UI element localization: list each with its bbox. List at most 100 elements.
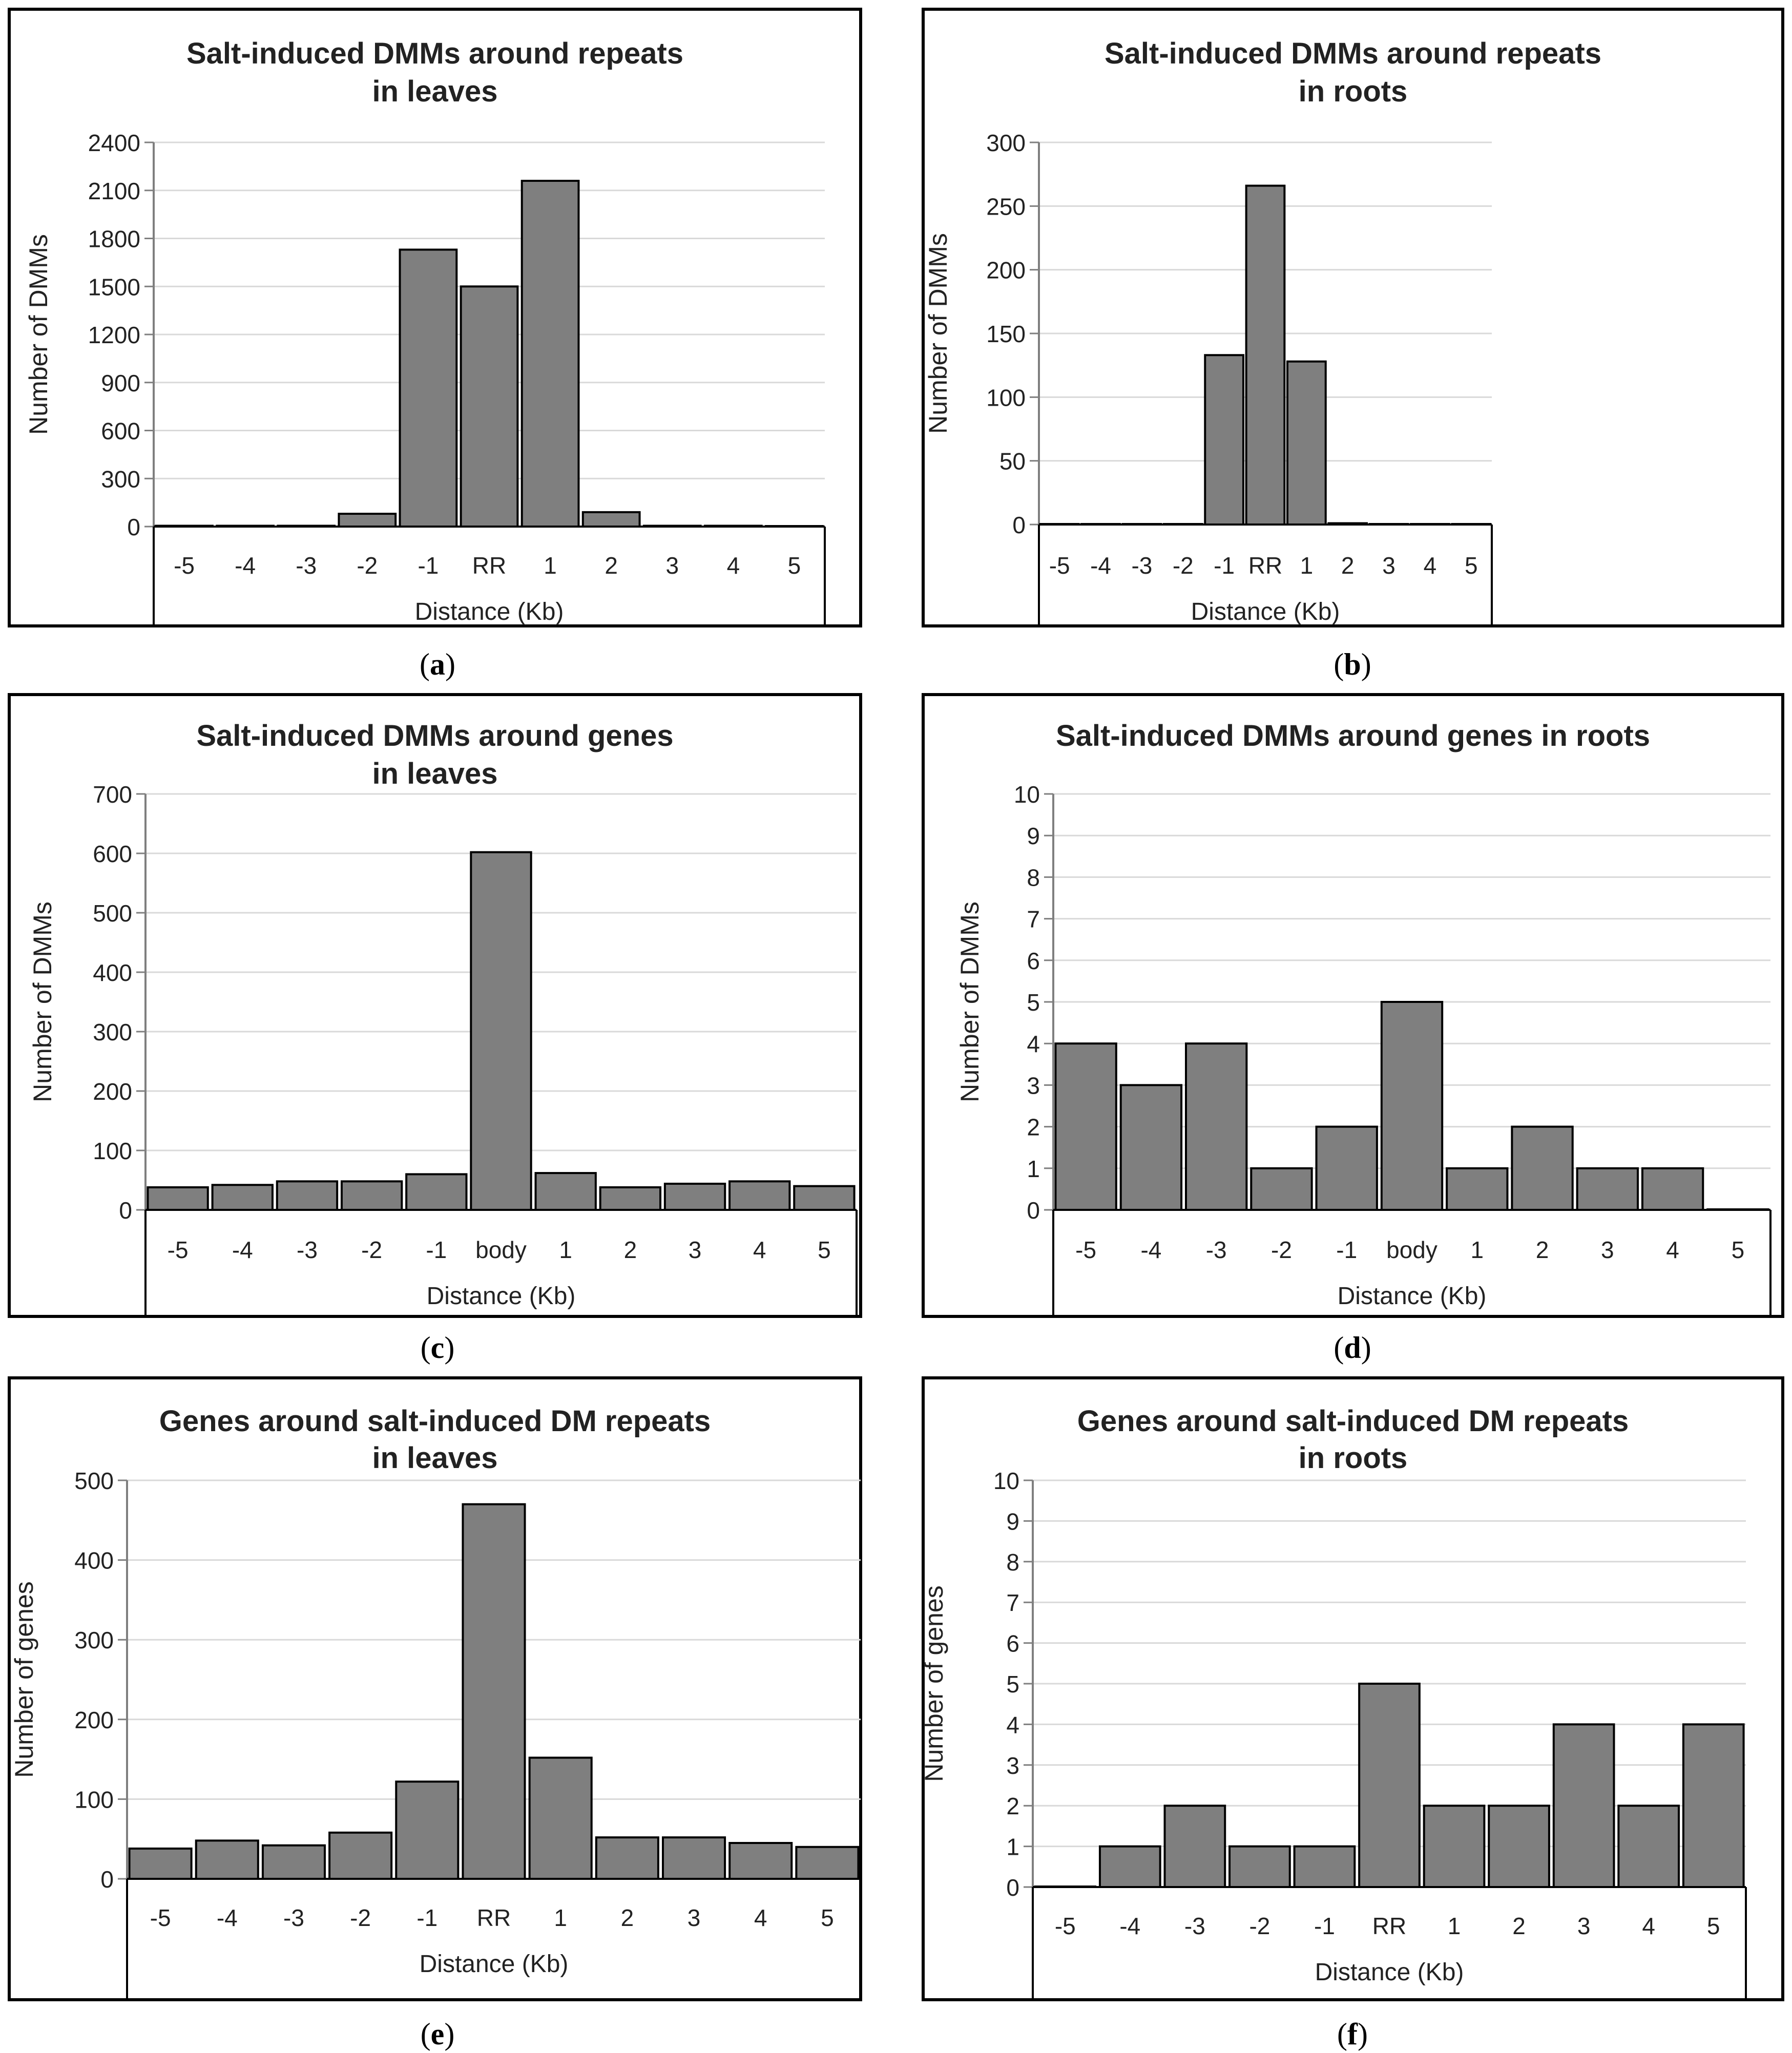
y-tick-label: 2 [1027, 1114, 1040, 1141]
x-tick-label: 2 [1341, 552, 1355, 579]
y-tick-label: 10 [1014, 781, 1040, 808]
y-tick-label: 6 [1006, 1630, 1019, 1657]
x-tick-label: -2 [1271, 1237, 1292, 1263]
x-tick-label: 4 [1424, 552, 1437, 579]
y-tick-label: 250 [986, 193, 1026, 220]
bar-5 [793, 1185, 856, 1211]
y-tick-label: 1 [1006, 1834, 1019, 1860]
x-axis-label: Distance (Kb) [420, 1951, 569, 1978]
x-tick-label: -2 [1173, 552, 1194, 579]
y-axis-label: Number of DMMs [28, 902, 57, 1102]
x-tick-label: -5 [174, 552, 195, 579]
x-tick-label: 1 [559, 1237, 572, 1263]
panel-label-b: (b) [1333, 647, 1371, 681]
y-tick-label: 150 [986, 321, 1026, 347]
x-tick-label: 2 [621, 1904, 634, 1931]
x-tick-label: 2 [1512, 1913, 1526, 1939]
y-tick-label: 0 [1012, 512, 1026, 538]
bar-RR [1245, 184, 1286, 526]
y-tick-label: 300 [101, 466, 140, 492]
y-tick-label: 400 [74, 1547, 114, 1574]
x-tick-label: -4 [232, 1237, 253, 1263]
x-tick-label: 5 [821, 1904, 834, 1931]
bar-2 [581, 511, 641, 528]
chart-title: Genes around salt-induced DM repeats [159, 1405, 711, 1438]
bar--1 [399, 248, 458, 528]
y-tick-label: 9 [1027, 823, 1040, 849]
y-tick-label: 900 [101, 370, 140, 396]
y-tick-label: 8 [1006, 1549, 1019, 1576]
x-tick-label: -3 [1131, 552, 1152, 579]
x-tick-label: 4 [754, 1904, 767, 1931]
bar-3 [662, 1836, 726, 1880]
x-tick-label: RR [477, 1904, 511, 1931]
x-tick-label: 3 [665, 552, 679, 579]
panel-label-d: (d) [1333, 1331, 1371, 1365]
bar-body [1380, 1001, 1444, 1211]
y-tick-label: 3 [1027, 1072, 1040, 1099]
bar--1 [1315, 1125, 1378, 1211]
y-tick-label: 100 [986, 384, 1026, 411]
x-tick-label: -1 [1336, 1237, 1357, 1263]
bar--1 [395, 1780, 460, 1880]
y-tick-label: 0 [119, 1197, 132, 1224]
y-axis-label: Number of DMMs [955, 902, 984, 1102]
y-tick-label: 50 [999, 448, 1026, 475]
y-tick-label: 500 [74, 1468, 114, 1494]
bar-3 [663, 1182, 726, 1211]
x-tick-label: 3 [687, 1904, 701, 1931]
y-tick-label: 9 [1006, 1508, 1019, 1535]
x-tick-label: 3 [1601, 1237, 1614, 1263]
chart-a: Salt-induced DMMs around repeats in leave… [8, 8, 862, 627]
x-tick-label: body [475, 1237, 527, 1263]
x-tick-label: 1 [544, 552, 557, 579]
x-tick-label: -5 [150, 1904, 171, 1931]
x-tick-label: 2 [1536, 1237, 1549, 1263]
chart-title: in roots [1299, 1441, 1408, 1475]
y-tick-label: 10 [993, 1468, 1019, 1494]
x-axis-label: Distance (Kb) [427, 1283, 576, 1310]
x-tick-label: 1 [1470, 1237, 1484, 1263]
y-tick-label: 4 [1027, 1031, 1040, 1057]
y-tick-label: 7 [1006, 1589, 1019, 1616]
y-tick-label: 0 [1027, 1197, 1040, 1224]
chart-title: Salt-induced DMMs around genes in roots [1056, 719, 1650, 752]
panel-label-e: (e) [420, 2017, 455, 2051]
x-tick-label: 3 [1577, 1913, 1591, 1939]
bar-1 [1423, 1805, 1486, 1888]
y-tick-label: 700 [93, 781, 132, 808]
bar-1 [520, 180, 580, 528]
chart-d: Salt-induced DMMs around genes in roots 0… [922, 693, 1784, 1318]
y-tick-label: 5 [1027, 989, 1040, 1016]
y-tick-label: 2100 [88, 178, 140, 204]
bar-RR [460, 285, 519, 528]
x-axis-label: Distance (Kb) [1191, 598, 1340, 625]
bar-body [470, 851, 532, 1211]
chart-frame [8, 693, 862, 1318]
chart-frame [922, 693, 1784, 1318]
bar-5 [795, 1846, 860, 1880]
chart-title: Genes around salt-induced DM repeats [1077, 1405, 1629, 1438]
x-tick-label: 1 [554, 1904, 567, 1931]
y-tick-label: 100 [93, 1138, 132, 1164]
x-tick-label: -1 [1314, 1913, 1335, 1939]
y-tick-label: 1800 [88, 226, 140, 253]
x-tick-label: -4 [217, 1904, 238, 1931]
y-tick-label: 5 [1006, 1671, 1019, 1698]
x-tick-label: -3 [296, 552, 317, 579]
x-tick-label: 5 [1465, 552, 1478, 579]
y-tick-label: 2400 [88, 130, 140, 156]
x-tick-label: 3 [1382, 552, 1395, 579]
x-tick-label: -2 [361, 1237, 382, 1263]
y-tick-label: 200 [986, 257, 1026, 284]
x-tick-label: -4 [1140, 1237, 1161, 1263]
bar--1 [1293, 1845, 1356, 1889]
x-tick-label: 5 [1707, 1913, 1720, 1939]
x-tick-label: -5 [1075, 1237, 1096, 1263]
bar-3 [1576, 1167, 1639, 1211]
bar--4 [1119, 1084, 1183, 1211]
x-tick-label: RR [472, 552, 506, 579]
chart-title: Salt-induced DMMs around repeats [186, 37, 683, 70]
bar-RR [1358, 1683, 1421, 1888]
